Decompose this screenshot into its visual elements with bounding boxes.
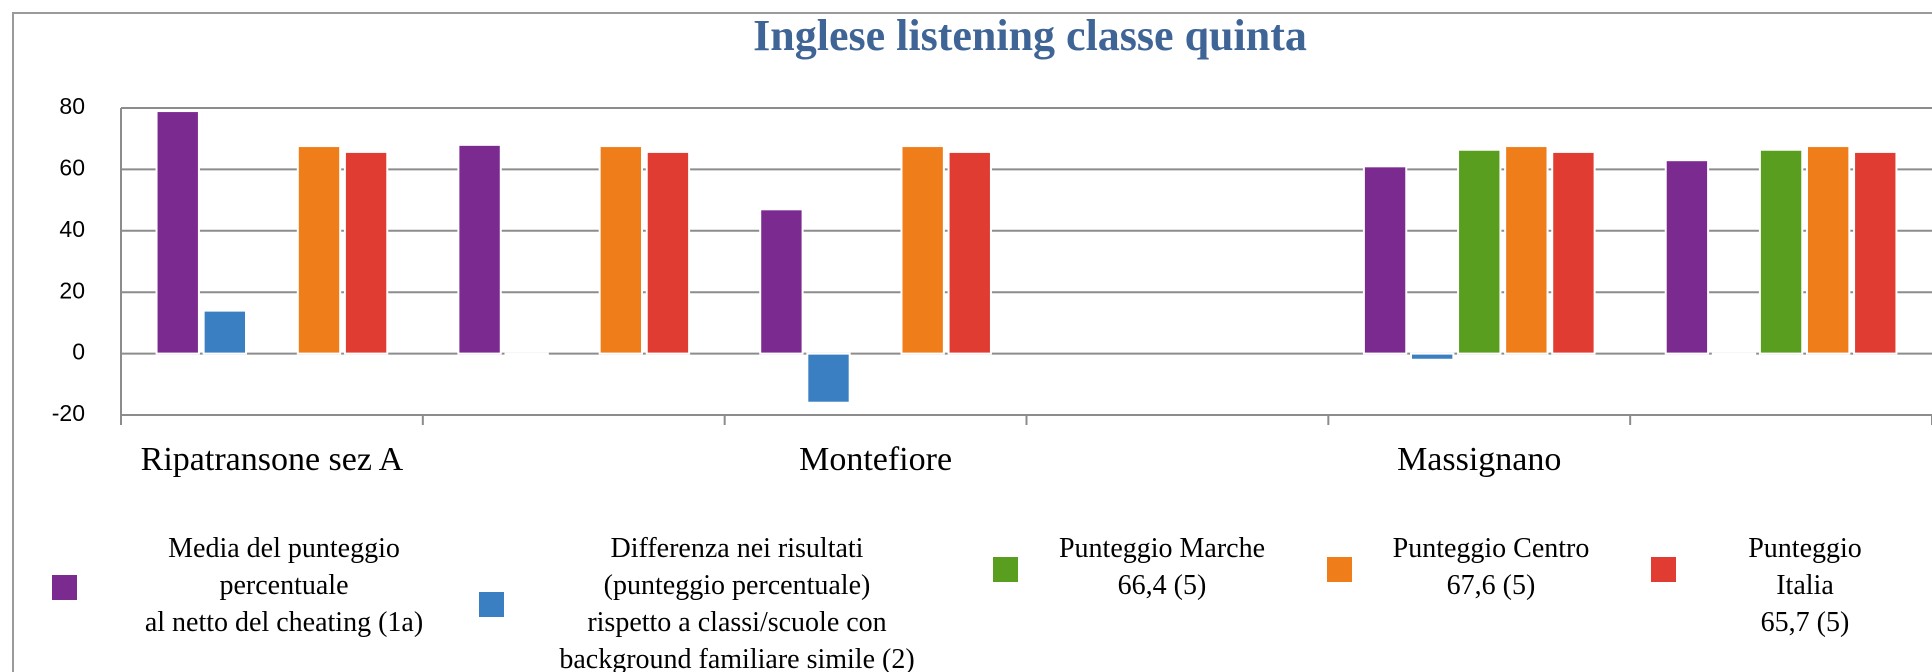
bar [900, 145, 945, 355]
x-tick-label: Massignano [1397, 441, 1561, 478]
bar [457, 143, 502, 355]
legend-label: Punteggio Italia 65,7 (5) [1748, 533, 1862, 638]
chart-frame [12, 12, 1932, 672]
bar [1504, 145, 1549, 355]
y-tick-label: 80 [59, 93, 85, 119]
y-tick-label: 0 [72, 339, 85, 365]
legend-swatch [52, 575, 77, 600]
bar [1457, 148, 1502, 355]
bar [1362, 165, 1408, 355]
bar [759, 208, 804, 355]
chart-title: Inglese listening classe quinta [753, 11, 1307, 60]
bar [296, 145, 342, 355]
legend-label: Punteggio Centro 67,6 (5) [1392, 533, 1590, 601]
y-tick-label: 60 [59, 154, 85, 180]
y-tick-label: -20 [52, 400, 85, 426]
bar [598, 145, 644, 355]
legend-label: Differenza nei risultati (punteggio perc… [559, 533, 915, 672]
bar [155, 110, 200, 355]
y-tick-label: 20 [59, 277, 85, 303]
legend-swatch [993, 557, 1018, 582]
bar [645, 150, 691, 355]
bar [947, 150, 992, 355]
bar [1711, 352, 1757, 356]
x-tick-label: Montefiore [799, 441, 952, 478]
legend-swatch [479, 592, 504, 617]
y-tick-label: 40 [59, 216, 85, 242]
legend-label: Punteggio Marche 66,4 (5) [1058, 533, 1266, 601]
bar [1664, 159, 1710, 355]
bar [504, 352, 549, 356]
bar [806, 352, 851, 404]
bar [1758, 148, 1804, 355]
bar [1409, 352, 1455, 361]
legend-swatch [1327, 557, 1352, 582]
x-tick-label: Ripatransone sez A [141, 441, 404, 478]
bar [202, 309, 248, 355]
bar [1805, 145, 1851, 355]
bar [1853, 150, 1898, 355]
bar [1551, 150, 1596, 355]
bar [343, 150, 389, 355]
legend-swatch [1651, 557, 1676, 582]
legend-label: Media del punteggio percentuale al netto… [144, 533, 424, 638]
